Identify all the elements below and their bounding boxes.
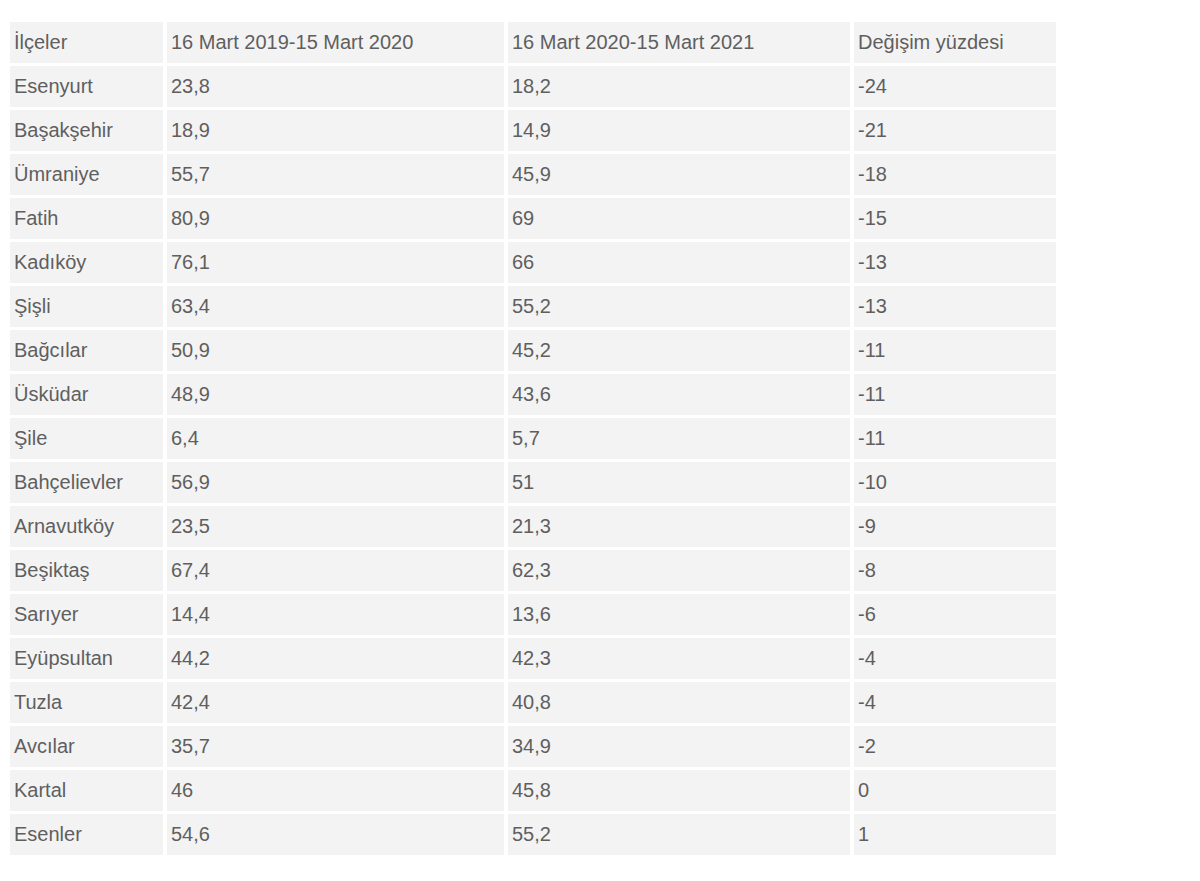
table-row: Esenler54,655,21: [10, 814, 1056, 855]
district-cell: Sarıyer: [10, 594, 163, 635]
table-row: Fatih80,969-15: [10, 198, 1056, 239]
district-cell: Bağcılar: [10, 330, 163, 371]
district-cell: Şile: [10, 418, 163, 459]
table-cell: 43,6: [508, 374, 850, 415]
table-cell: -2: [854, 726, 1056, 767]
table-cell: -13: [854, 286, 1056, 327]
table-cell: 42,4: [167, 682, 504, 723]
table-cell: -18: [854, 154, 1056, 195]
column-header-2[interactable]: 16 Mart 2020-15 Mart 2021: [508, 22, 850, 63]
table-cell: 45,9: [508, 154, 850, 195]
table-cell: 76,1: [167, 242, 504, 283]
table-cell: 62,3: [508, 550, 850, 591]
table-cell: 34,9: [508, 726, 850, 767]
table-cell: 18,9: [167, 110, 504, 151]
column-header-0[interactable]: İlçeler: [10, 22, 163, 63]
table-cell: -13: [854, 242, 1056, 283]
column-header-3[interactable]: Değişim yüzdesi: [854, 22, 1056, 63]
table-cell: 55,2: [508, 286, 850, 327]
table-cell: 67,4: [167, 550, 504, 591]
table-cell: 6,4: [167, 418, 504, 459]
table-cell: 48,9: [167, 374, 504, 415]
header-row: İlçeler16 Mart 2019-15 Mart 202016 Mart …: [10, 22, 1056, 63]
district-cell: Ümraniye: [10, 154, 163, 195]
table-row: Bahçelievler56,951-10: [10, 462, 1056, 503]
table-row: Tuzla42,440,8-4: [10, 682, 1056, 723]
table-cell: 1: [854, 814, 1056, 855]
table-cell: 56,9: [167, 462, 504, 503]
table-cell: 51: [508, 462, 850, 503]
table-cell: 46: [167, 770, 504, 811]
table-cell: 50,9: [167, 330, 504, 371]
table-row: Şile6,45,7-11: [10, 418, 1056, 459]
district-cell: Kadıköy: [10, 242, 163, 283]
table-cell: 5,7: [508, 418, 850, 459]
table-cell: 21,3: [508, 506, 850, 547]
column-header-1[interactable]: 16 Mart 2019-15 Mart 2020: [167, 22, 504, 63]
table-row: Üsküdar48,943,6-11: [10, 374, 1056, 415]
district-cell: Bahçelievler: [10, 462, 163, 503]
table-container: İlçeler16 Mart 2019-15 Mart 202016 Mart …: [6, 19, 1060, 858]
table-cell: -11: [854, 330, 1056, 371]
district-cell: Avcılar: [10, 726, 163, 767]
table-cell: -21: [854, 110, 1056, 151]
table-body: Esenyurt23,818,2-24Başakşehir18,914,9-21…: [10, 66, 1056, 855]
table-cell: 42,3: [508, 638, 850, 679]
table-row: Kartal4645,80: [10, 770, 1056, 811]
district-cell: Tuzla: [10, 682, 163, 723]
district-cell: Başakşehir: [10, 110, 163, 151]
table-row: Avcılar35,734,9-2: [10, 726, 1056, 767]
table-cell: -11: [854, 374, 1056, 415]
table-cell: 0: [854, 770, 1056, 811]
district-cell: Esenler: [10, 814, 163, 855]
table-row: Arnavutköy23,521,3-9: [10, 506, 1056, 547]
table-cell: -8: [854, 550, 1056, 591]
table-row: Bağcılar50,945,2-11: [10, 330, 1056, 371]
table-cell: 23,5: [167, 506, 504, 547]
table-cell: -24: [854, 66, 1056, 107]
table-cell: 23,8: [167, 66, 504, 107]
table-cell: 44,2: [167, 638, 504, 679]
district-cell: Üsküdar: [10, 374, 163, 415]
table-cell: -9: [854, 506, 1056, 547]
district-cell: Esenyurt: [10, 66, 163, 107]
district-cell: Eyüpsultan: [10, 638, 163, 679]
table-cell: 18,2: [508, 66, 850, 107]
table-row: Esenyurt23,818,2-24: [10, 66, 1056, 107]
table-cell: 35,7: [167, 726, 504, 767]
table-cell: 63,4: [167, 286, 504, 327]
table-cell: 54,6: [167, 814, 504, 855]
table-row: Eyüpsultan44,242,3-4: [10, 638, 1056, 679]
table-cell: -10: [854, 462, 1056, 503]
table-cell: -15: [854, 198, 1056, 239]
table-cell: 55,7: [167, 154, 504, 195]
district-cell: Kartal: [10, 770, 163, 811]
table-cell: 80,9: [167, 198, 504, 239]
table-row: Başakşehir18,914,9-21: [10, 110, 1056, 151]
table-cell: -4: [854, 638, 1056, 679]
table-cell: 40,8: [508, 682, 850, 723]
district-cell: Şişli: [10, 286, 163, 327]
districts-table: İlçeler16 Mart 2019-15 Mart 202016 Mart …: [6, 19, 1060, 858]
table-cell: 69: [508, 198, 850, 239]
table-row: Sarıyer14,413,6-6: [10, 594, 1056, 635]
table-row: Ümraniye55,745,9-18: [10, 154, 1056, 195]
table-cell: 14,4: [167, 594, 504, 635]
table-row: Kadıköy76,166-13: [10, 242, 1056, 283]
district-cell: Arnavutköy: [10, 506, 163, 547]
table-cell: -6: [854, 594, 1056, 635]
table-cell: -11: [854, 418, 1056, 459]
table-cell: 66: [508, 242, 850, 283]
table-cell: 55,2: [508, 814, 850, 855]
table-cell: 14,9: [508, 110, 850, 151]
district-cell: Beşiktaş: [10, 550, 163, 591]
table-cell: 45,2: [508, 330, 850, 371]
district-cell: Fatih: [10, 198, 163, 239]
table-cell: 45,8: [508, 770, 850, 811]
table-row: Beşiktaş67,462,3-8: [10, 550, 1056, 591]
table-row: Şişli63,455,2-13: [10, 286, 1056, 327]
table-cell: 13,6: [508, 594, 850, 635]
table-cell: -4: [854, 682, 1056, 723]
